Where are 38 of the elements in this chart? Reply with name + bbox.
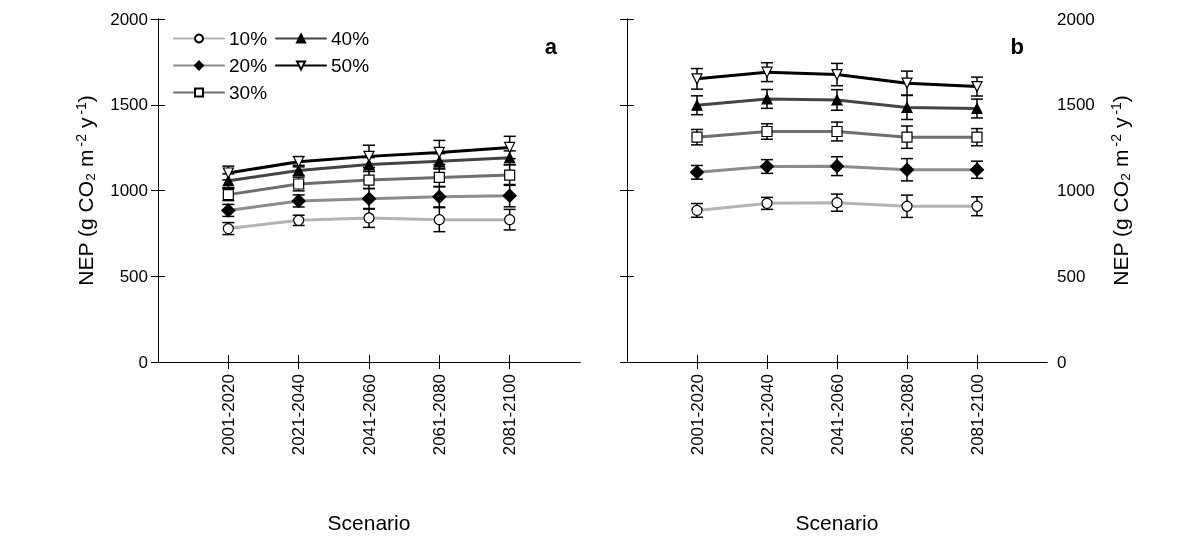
text: a — [544, 33, 558, 59]
y-tick-label: 500 — [1057, 266, 1086, 286]
point — [691, 73, 703, 85]
point — [363, 150, 375, 162]
legend-label: 10% — [229, 28, 268, 49]
y-tick-label: 1000 — [110, 181, 148, 200]
x-tick-label: 2081-2100 — [967, 374, 987, 456]
legend-label: 40% — [331, 28, 370, 49]
y-tick-label: 1500 — [110, 95, 148, 115]
y-tick-label: 2000 — [110, 9, 148, 29]
legend-label: 20% — [229, 55, 268, 76]
y-tick-label: 1000 — [1057, 181, 1095, 200]
point — [761, 66, 773, 78]
point — [901, 77, 913, 89]
y-axis-title: NEP (g CO₂ m-2 y-1) — [73, 95, 97, 286]
point — [504, 141, 516, 154]
y-tick-label: 1500 — [1057, 95, 1095, 115]
x-tick-label: 2021-2040 — [757, 374, 777, 456]
x-tick-label: 2061-2080 — [429, 374, 449, 456]
x-tick-label: 2041-2060 — [827, 374, 847, 456]
point — [971, 80, 983, 93]
point — [831, 68, 843, 81]
text: b — [1010, 33, 1025, 59]
x-tick-label: 2001-2020 — [218, 374, 238, 456]
x-tick-label: 2061-2080 — [897, 374, 917, 456]
y-axis-title: NEP (g CO₂ m-2 y-1) — [1108, 95, 1132, 286]
y-tick-label: 0 — [1057, 352, 1067, 372]
x-tick-label: 2021-2040 — [289, 374, 309, 456]
y-tick-label: 2000 — [1057, 9, 1095, 29]
x-axis-title: Scenario — [327, 511, 411, 534]
y-tick-label: 500 — [119, 266, 148, 286]
x-tick-label: 2001-2020 — [687, 374, 707, 456]
y-tick-label: 0 — [138, 352, 148, 372]
legend-label: 50% — [331, 55, 370, 76]
legend-label: 30% — [229, 82, 268, 103]
x-tick-label: 2041-2060 — [359, 374, 379, 456]
x-axis-title: Scenario — [795, 511, 879, 534]
x-tick-label: 2081-2100 — [500, 374, 520, 456]
